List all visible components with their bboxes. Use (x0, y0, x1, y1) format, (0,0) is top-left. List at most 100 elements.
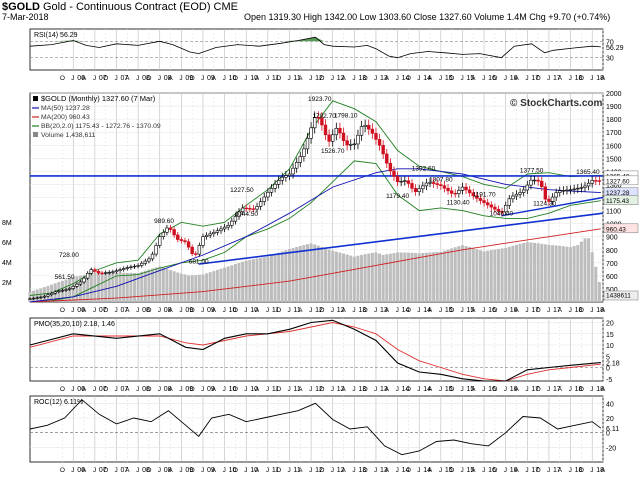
candle-body (485, 202, 490, 206)
candle-body (583, 185, 587, 188)
axis-month-label: A (125, 75, 130, 82)
candle-body (586, 182, 591, 187)
axis-month-label: J (287, 75, 290, 82)
axis-month-label: J (417, 386, 420, 393)
volume-bar (219, 268, 223, 302)
roc-tick-label: 0 (606, 431, 610, 438)
axis-year-label: 13 (380, 307, 388, 314)
axis-month-label: O (276, 307, 281, 314)
candle-body (53, 291, 57, 294)
candle-body (158, 236, 162, 246)
candle-body (82, 277, 86, 283)
candle-body (35, 297, 39, 299)
axis-month-label: O (319, 467, 324, 474)
volume-bar (594, 266, 598, 302)
candle-body (558, 190, 562, 194)
candle-body (374, 133, 378, 140)
axis-month-label: A (428, 386, 433, 393)
price-tick-label: 1500 (606, 156, 622, 163)
axis-month-label: A (255, 307, 260, 314)
volume-bar (518, 243, 522, 302)
axis-month-label: J (439, 386, 442, 393)
volume-bar (410, 252, 414, 302)
axis-month-label: J (223, 307, 226, 314)
axis-month-label: A (255, 386, 260, 393)
axis-month-label: J (158, 307, 161, 314)
price-tick-label: 1100 (606, 209, 621, 216)
bollinger-lower-line (29, 160, 601, 303)
axis-month-label: O (60, 467, 65, 474)
roc-tick-label: 20 (606, 416, 614, 423)
axis-year-label: 06 (77, 467, 85, 474)
candle-body (28, 298, 32, 300)
volume-bar (554, 245, 558, 302)
axis-month-label: J (114, 75, 117, 82)
volume-bar (273, 253, 277, 302)
volume-bar (187, 275, 191, 302)
axis-year-label: 17 (531, 307, 539, 314)
axis-month-label: J (114, 386, 117, 393)
axis-month-label: J (309, 467, 312, 474)
axis-month-label: A (471, 386, 476, 393)
volume-bar (414, 253, 418, 302)
candle-body (341, 132, 346, 141)
axis-year-label: 18 (575, 307, 583, 314)
volume-bar (183, 274, 187, 302)
price-annotation: 1365.40 (576, 169, 600, 176)
volume-bar (421, 252, 425, 302)
volume-bar (374, 252, 378, 302)
axis-month-label: O (60, 75, 65, 82)
price-annotation: 1124.30 (533, 200, 556, 207)
candle-body (255, 206, 259, 210)
axis-year-label: 11 (293, 75, 300, 82)
candle-body (240, 207, 245, 213)
axis-month-label: O (103, 75, 108, 82)
axis-month-label: O (103, 307, 108, 314)
price-value-label: 1327.60 (606, 178, 630, 185)
axis-month-label: O (319, 386, 324, 393)
rsi-legend: RSI(14) 56.29 (34, 32, 78, 39)
axis-month-label: J (223, 386, 226, 393)
axis-month-label: J (460, 386, 463, 393)
rsi-tick-label: 70 (606, 39, 614, 46)
candle-body (168, 227, 173, 230)
price-annotation: 561.50 (55, 274, 75, 281)
candle-body (125, 267, 130, 269)
volume-bar (147, 269, 151, 302)
volume-bar (320, 246, 324, 302)
axis-year-label: 16 (488, 467, 496, 474)
volume-bar (161, 267, 165, 302)
candle-body (395, 176, 400, 183)
axis-year-label: 15 (445, 386, 453, 393)
candle-body (67, 288, 72, 290)
volume-bar (515, 244, 519, 302)
candle-body (294, 162, 299, 169)
candle-body (118, 269, 122, 271)
axis-month-label: J (93, 467, 96, 474)
pmo-tick-label: 5 (606, 354, 610, 361)
volume-bar (356, 255, 360, 302)
axis-month-label: A (298, 307, 303, 314)
candle-body (518, 192, 522, 195)
axis-month-label: J (569, 467, 572, 474)
axis-year-label: 09 (207, 307, 215, 314)
quote-line: Open 1319.30 High 1342.00 Low 1303.60 Cl… (244, 12, 611, 22)
axis-year-label: 10 (250, 386, 258, 393)
axis-month-label: J (396, 386, 399, 393)
candle-body (597, 180, 602, 182)
candle-body (467, 189, 472, 194)
symbol: $GOLD (2, 1, 40, 13)
axis-month-label: J (352, 307, 355, 314)
candle-body (421, 185, 425, 190)
volume-bar (446, 249, 450, 302)
price-value-label: 1175.43 (606, 198, 629, 205)
volume-bar (133, 272, 137, 302)
price-tick-label: 800 (606, 248, 618, 255)
volume-bar (291, 248, 295, 302)
price-annotation: 1798.10 (334, 112, 358, 119)
volume-bar (104, 272, 108, 302)
candle-body (367, 125, 371, 130)
roc-panel-frame (29, 395, 604, 463)
axis-month-label: O (146, 386, 151, 393)
axis-year-label: 13 (358, 75, 366, 82)
